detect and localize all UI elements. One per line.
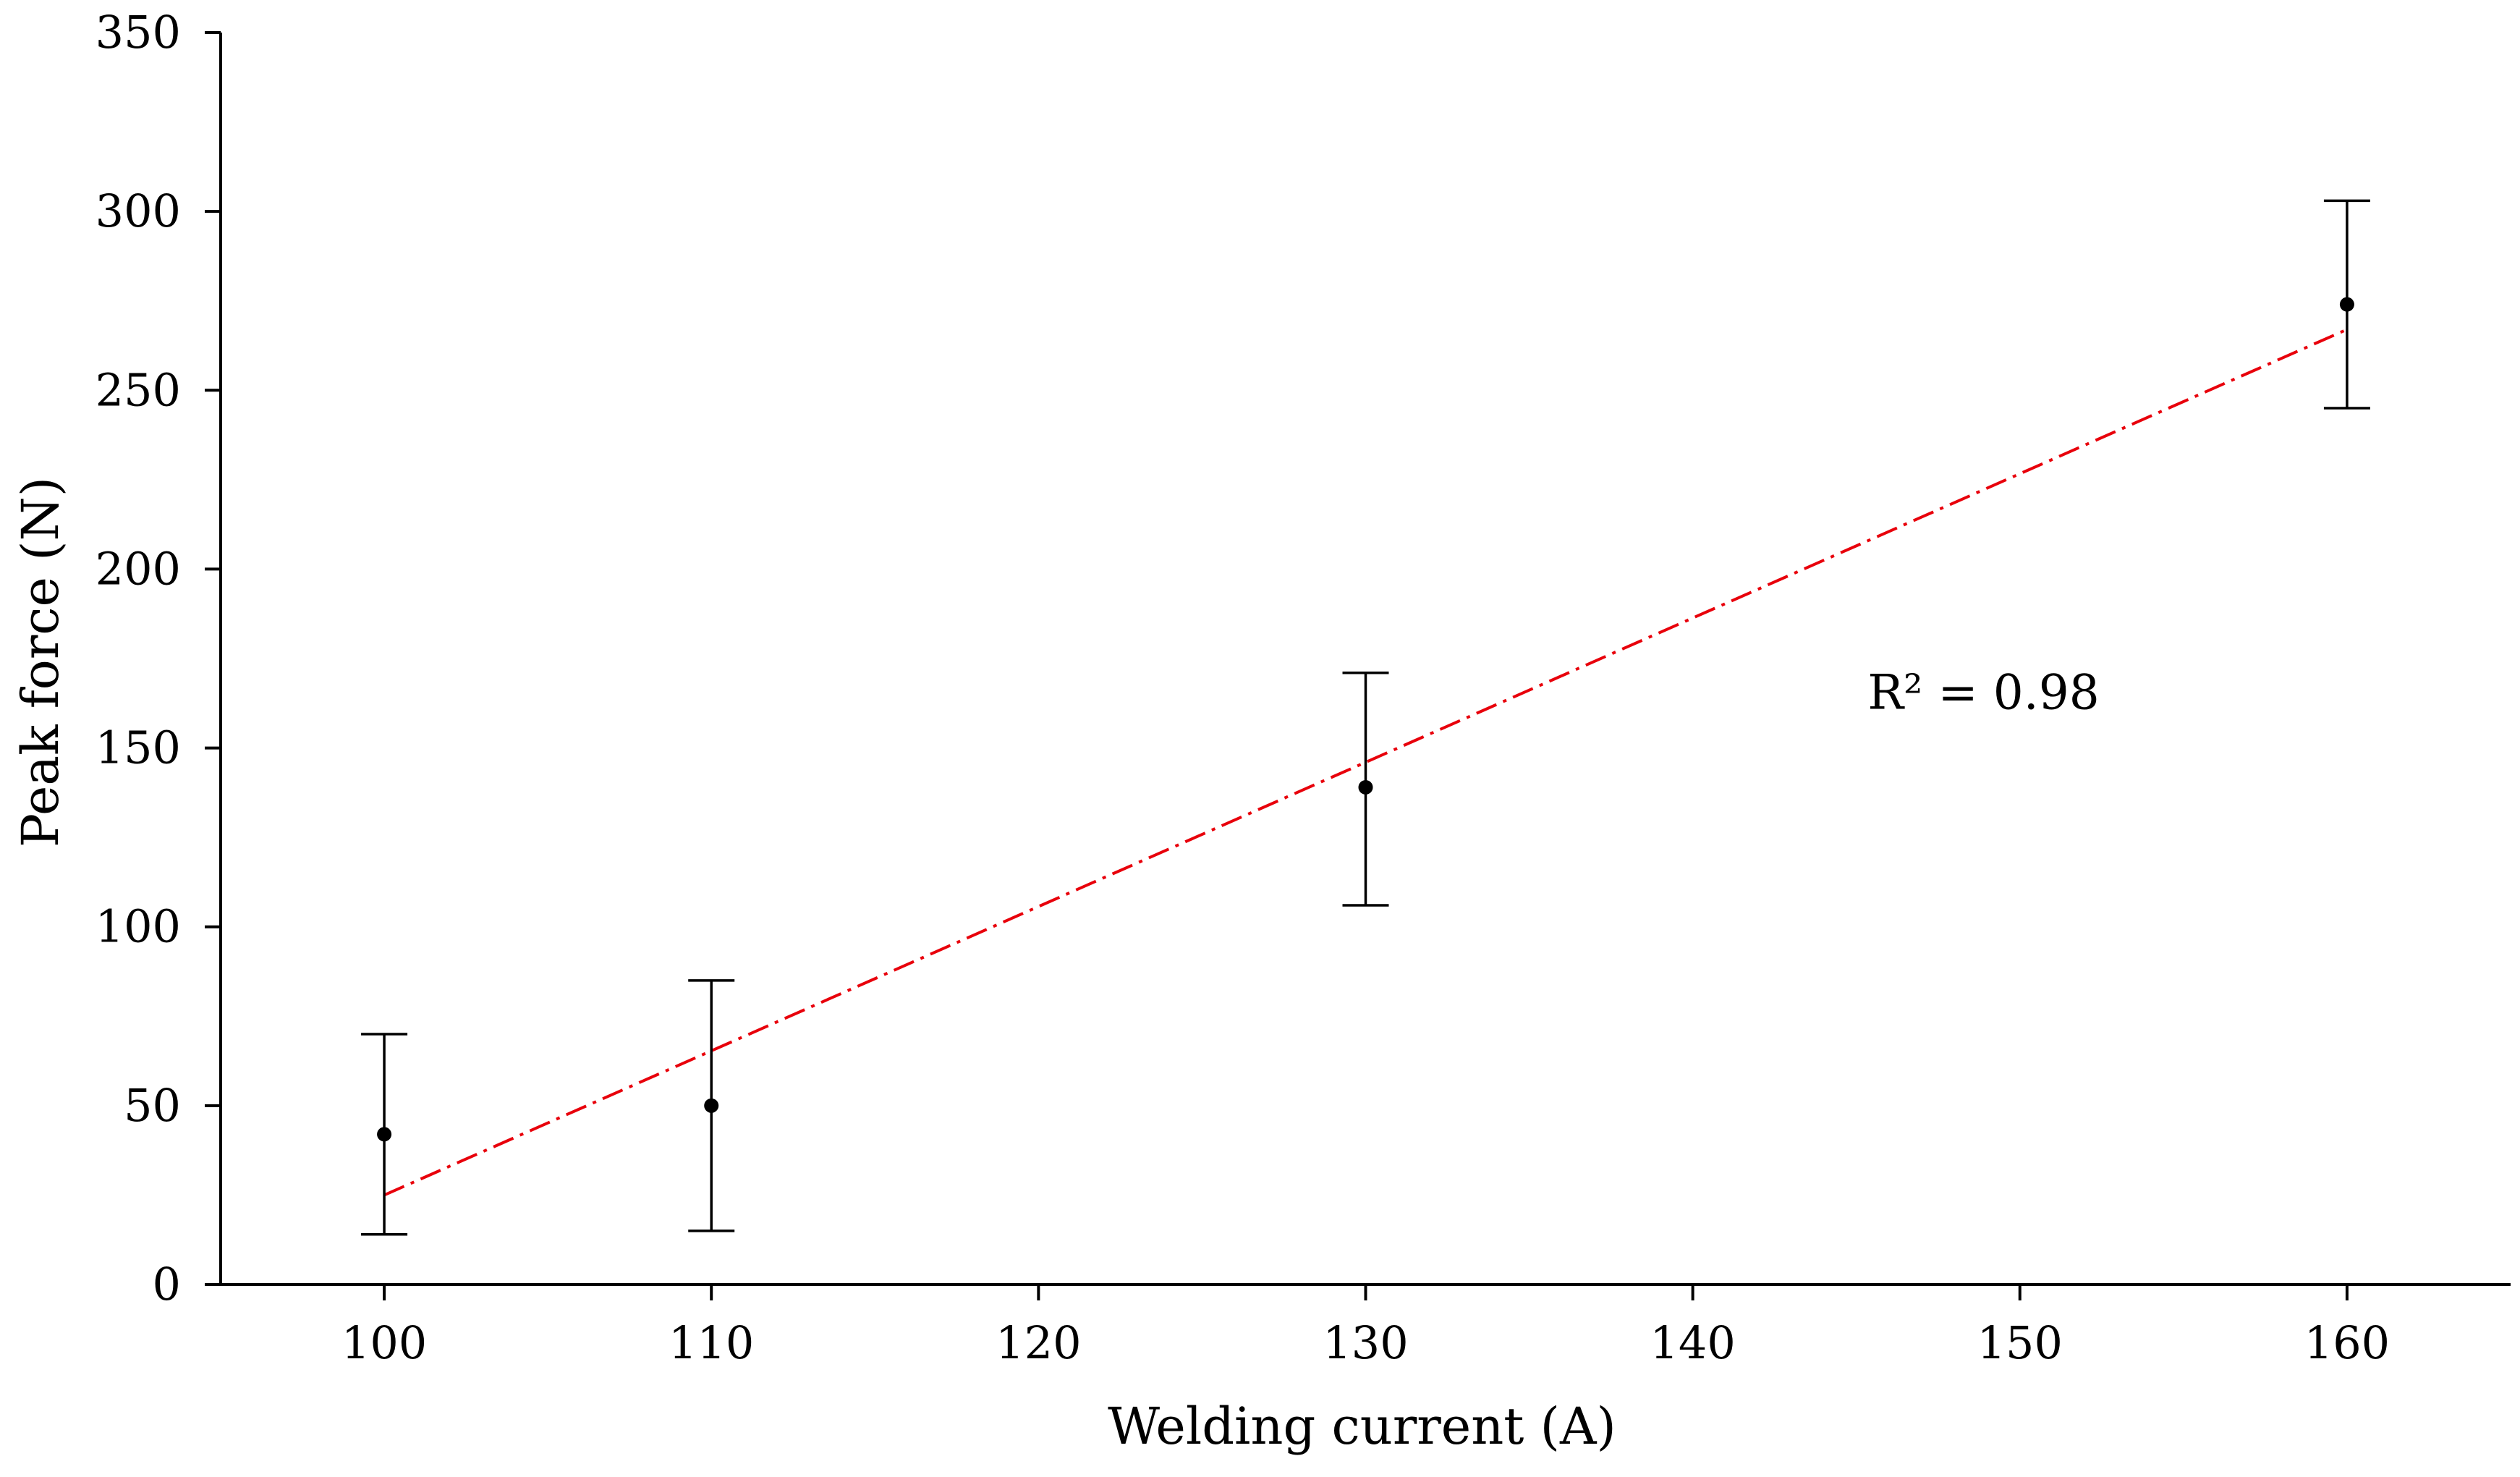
x-tick-label: 140	[1650, 1316, 1735, 1369]
data-points	[377, 297, 2354, 1142]
x-tick-label: 110	[669, 1316, 754, 1369]
data-point	[704, 1098, 719, 1113]
data-point	[377, 1127, 392, 1142]
x-tick-label: 120	[996, 1316, 1081, 1369]
data-point	[2339, 297, 2354, 312]
x-tick-label: 130	[1323, 1316, 1408, 1369]
y-tick-label: 100	[96, 900, 181, 953]
labels: Welding current (A) Peak force (N) R² = …	[11, 477, 2100, 1456]
y-tick-label: 50	[124, 1079, 181, 1132]
y-tick-label: 350	[96, 6, 181, 59]
y-tick-label: 250	[96, 363, 181, 416]
r-squared-annotation: R² = 0.98	[1867, 664, 2099, 720]
ticks: 0 50 100 150 200 250 300 350 100 110 120 130 140 150 1…	[96, 6, 2390, 1369]
y-tick-label: 150	[96, 721, 181, 774]
data-point	[1358, 779, 1373, 795]
x-tick-label: 150	[1977, 1316, 2063, 1369]
x-axis-title: Welding current (A)	[1108, 1397, 1616, 1456]
x-tick-label: 160	[2304, 1316, 2390, 1369]
y-tick-label: 300	[96, 185, 181, 237]
y-tick-label: 0	[153, 1258, 181, 1311]
x-tick-label: 100	[341, 1316, 427, 1369]
y-tick-label: 200	[96, 542, 181, 595]
axes	[219, 33, 2511, 1286]
y-axis-title: Peak force (N)	[11, 477, 70, 847]
